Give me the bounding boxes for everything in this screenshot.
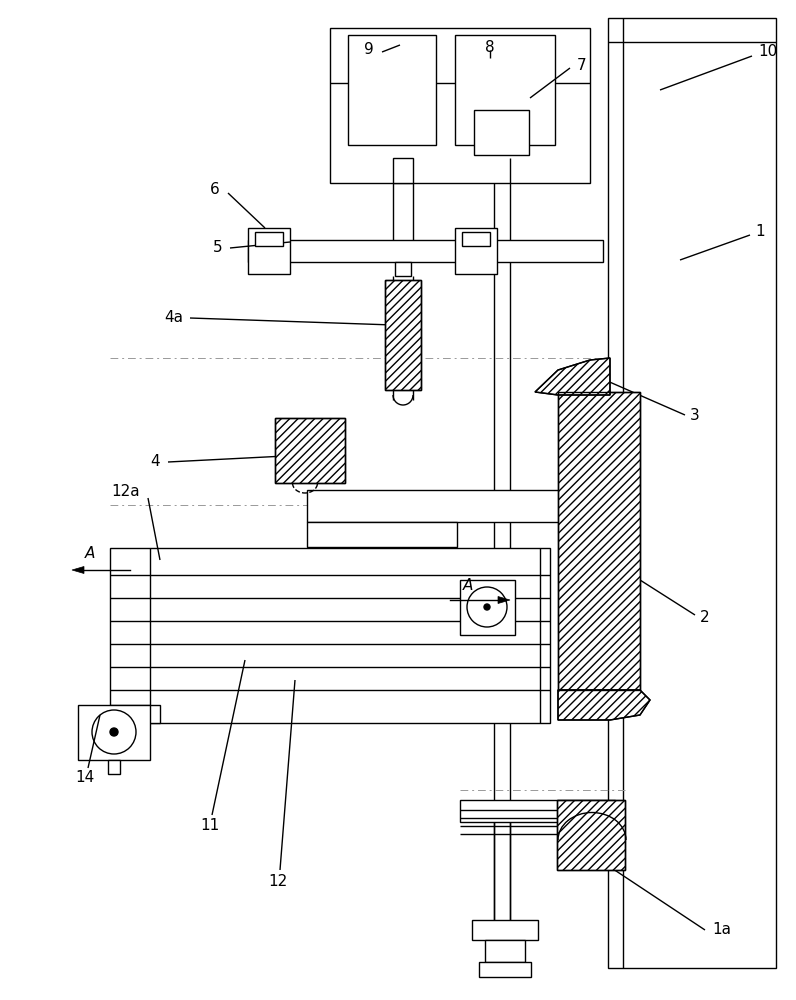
Bar — [275, 418, 345, 483]
Text: 3: 3 — [690, 408, 700, 422]
Bar — [455, 228, 497, 274]
Text: 5: 5 — [213, 240, 222, 255]
Bar — [460, 800, 615, 822]
Text: A: A — [462, 578, 473, 592]
Text: 8: 8 — [486, 40, 495, 55]
Text: A: A — [85, 546, 96, 562]
Text: 7: 7 — [577, 58, 587, 74]
Bar — [275, 418, 345, 483]
Bar — [558, 392, 640, 690]
Bar — [248, 240, 603, 262]
Text: 14: 14 — [76, 770, 95, 786]
Bar — [460, 580, 515, 635]
Bar — [307, 490, 614, 522]
Bar — [479, 962, 531, 977]
Text: 1: 1 — [755, 225, 765, 239]
Text: 2: 2 — [700, 610, 709, 626]
Bar — [385, 280, 421, 390]
Bar — [307, 522, 457, 547]
Polygon shape — [558, 690, 650, 720]
Bar — [248, 228, 290, 274]
Bar — [608, 18, 776, 968]
Bar — [108, 760, 120, 774]
Bar — [78, 705, 150, 760]
Text: 1a: 1a — [712, 922, 731, 938]
Bar — [385, 280, 421, 390]
Bar — [472, 920, 538, 940]
Bar — [110, 705, 160, 723]
Bar — [474, 110, 529, 155]
Polygon shape — [72, 566, 84, 574]
Bar — [330, 28, 590, 183]
Text: 12a: 12a — [111, 485, 140, 499]
Bar — [557, 800, 625, 870]
Bar — [485, 940, 525, 962]
Bar — [110, 548, 550, 723]
Bar — [558, 392, 640, 690]
Text: 9: 9 — [365, 42, 374, 57]
Bar — [348, 35, 436, 145]
Bar — [395, 262, 411, 276]
Text: 11: 11 — [201, 818, 220, 834]
Text: 6: 6 — [210, 182, 220, 198]
Bar — [455, 35, 555, 145]
Polygon shape — [535, 358, 610, 395]
Bar — [462, 232, 490, 246]
Polygon shape — [498, 596, 510, 603]
Text: 12: 12 — [268, 874, 287, 890]
Text: 4a: 4a — [164, 310, 183, 326]
Circle shape — [110, 728, 118, 736]
Text: 4: 4 — [150, 454, 160, 470]
Bar — [557, 800, 625, 870]
Text: 10: 10 — [758, 44, 777, 60]
Bar — [255, 232, 283, 246]
Circle shape — [484, 604, 490, 610]
Bar — [393, 158, 413, 183]
